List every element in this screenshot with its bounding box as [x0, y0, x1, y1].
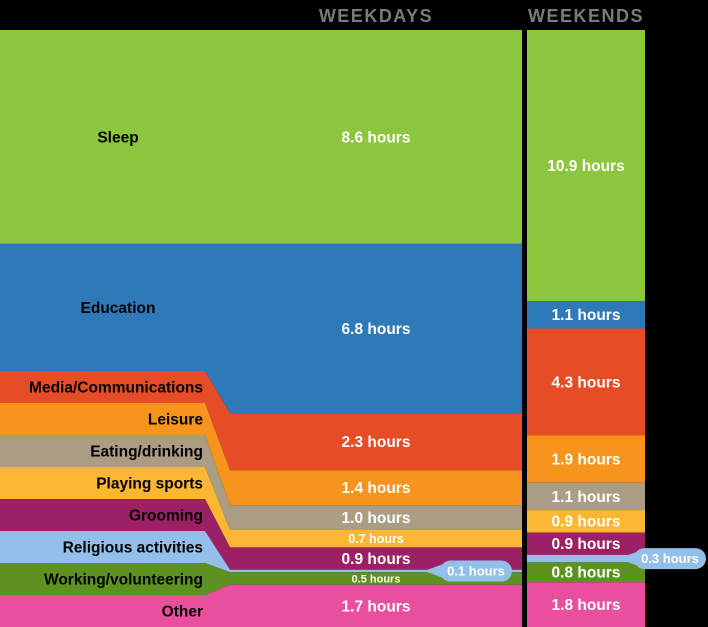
weekend-band-eating-drinking [527, 482, 645, 511]
weekday-band-religious-activities [0, 531, 522, 573]
category-label-grooming: Grooming [129, 507, 203, 524]
category-label-eating-drinking: Eating/drinking [90, 443, 203, 460]
weekday-value-playing-sports: 0.7 hours [348, 532, 404, 546]
callout-religious-activities-weekends: 0.3 hours [618, 548, 706, 570]
category-label-religious-activities: Religious activities [63, 539, 203, 556]
category-label-media-communications: Media/Communications [29, 379, 203, 396]
weekday-band-playing-sports [0, 467, 522, 548]
weekend-value-other: 1.8 hours [552, 597, 621, 614]
weekday-band-sleep [0, 30, 522, 244]
weekday-band-other [0, 584, 522, 627]
category-label-working-volunteering: Working/volunteering [44, 571, 203, 588]
weekday-value-grooming: 0.9 hours [342, 551, 411, 568]
weekday-value-other: 1.7 hours [342, 598, 411, 615]
category-label-sleep: Sleep [97, 129, 138, 146]
weekend-band-grooming [527, 532, 645, 555]
weekday-band-leisure [0, 403, 522, 506]
weekend-band-media-communications [527, 328, 645, 436]
weekday-band-media-communications [0, 371, 522, 471]
weekend-value-playing-sports: 0.9 hours [552, 514, 621, 531]
weekday-band-education [0, 243, 522, 414]
callout-value: 0.1 hours [447, 564, 505, 579]
category-label-education: Education [81, 300, 156, 317]
weekend-band-leisure [527, 435, 645, 483]
weekday-value-sleep: 8.6 hours [342, 129, 411, 146]
weekday-value-eating-drinking: 1.0 hours [342, 510, 411, 527]
weekday-value-leisure: 1.4 hours [342, 480, 411, 497]
weekend-value-working-volunteering: 0.8 hours [552, 565, 621, 582]
weekend-value-education: 1.1 hours [552, 307, 621, 324]
weekend-band-other [527, 582, 645, 627]
weekends-column-header: WEEKENDS [527, 6, 644, 26]
weekend-band-playing-sports [527, 510, 645, 533]
callout-pill [634, 548, 706, 570]
weekend-value-leisure: 1.9 hours [552, 452, 621, 469]
weekday-band-working-volunteering [0, 563, 522, 595]
category-label-other: Other [162, 603, 203, 620]
weekday-band-grooming [0, 499, 522, 570]
weekday-band-eating-drinking [0, 435, 522, 530]
weekend-band-education [527, 301, 645, 329]
callout-value: 0.3 hours [641, 551, 699, 566]
category-label-playing-sports: Playing sports [96, 475, 203, 492]
callout-religious-activities-weekdays: 0.1 hours [424, 560, 512, 582]
weekend-band-working-volunteering [527, 562, 645, 583]
callout-pill [440, 560, 512, 582]
weekend-band-religious-activities [527, 554, 645, 563]
callout-pointer [424, 564, 442, 578]
callout-pointer [618, 552, 636, 566]
weekend-value-media-communications: 4.3 hours [552, 374, 621, 391]
weekend-band-sleep [527, 30, 645, 302]
weekday-value-working-volunteering: 0.5 hours [352, 573, 401, 585]
weekend-value-eating-drinking: 1.1 hours [552, 489, 621, 506]
weekdays-column-header: WEEKDAYS [318, 6, 434, 26]
weekend-value-sleep: 10.9 hours [547, 158, 625, 175]
weekday-value-education: 6.8 hours [342, 321, 411, 338]
category-label-leisure: Leisure [148, 411, 204, 428]
weekday-value-media-communications: 2.3 hours [342, 434, 411, 451]
weekend-value-grooming: 0.9 hours [552, 536, 621, 553]
